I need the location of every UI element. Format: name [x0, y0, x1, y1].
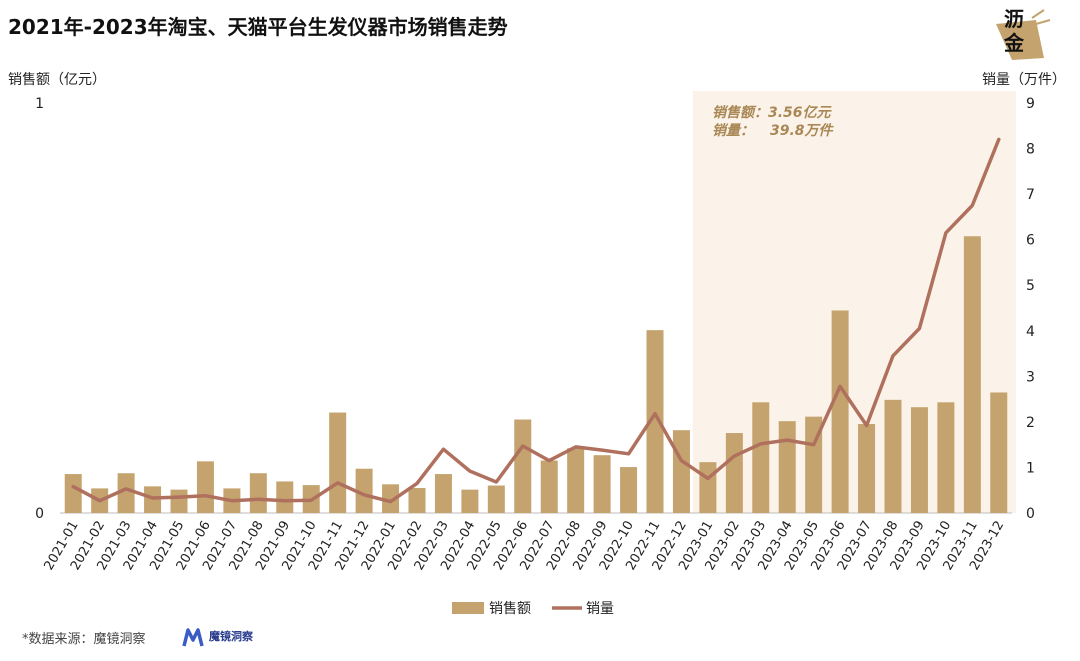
right-axis-tick: 4	[1026, 324, 1035, 340]
series-line-sales-volume	[71, 137, 1001, 504]
bar-sales	[382, 484, 400, 513]
bar-sales	[805, 416, 823, 513]
right-axis-tick: 0	[1026, 506, 1035, 522]
bar-sales	[778, 421, 796, 513]
logo-char: 沥	[1004, 7, 1024, 31]
bar-sales	[329, 412, 347, 513]
logo-shape	[996, 20, 1044, 60]
bar-sales	[461, 489, 479, 513]
left-axis-tick: 1	[35, 96, 44, 112]
bar-sales	[540, 460, 558, 513]
bar-sales	[117, 473, 135, 513]
bar-sales	[567, 448, 585, 513]
right-axis-tick: 2	[1026, 415, 1035, 431]
right-axis-title: 销量（万件）	[982, 72, 1066, 88]
bar-sales	[434, 474, 452, 513]
source-note: *数据来源：魔镜洞察	[22, 632, 146, 647]
bar-sales	[170, 489, 188, 513]
right-axis-tick: 5	[1026, 278, 1035, 294]
left-axis-title: 销售额（亿元）	[8, 72, 106, 88]
bar-sales	[64, 474, 82, 513]
right-axis-tick: 3	[1026, 369, 1035, 385]
bar-sales	[910, 407, 928, 513]
brand-logo: 魔镜洞察	[182, 628, 254, 647]
logo-ray	[1031, 9, 1045, 19]
right-axis-tick: 6	[1026, 233, 1035, 249]
legend-label-sales: 销售额	[489, 601, 531, 617]
legend: 销售额 销量	[452, 601, 614, 617]
bar-sales	[937, 402, 955, 513]
bar-sales	[196, 461, 214, 513]
bar-sales	[752, 402, 770, 513]
right-axis-tick: 8	[1026, 142, 1035, 158]
bar-sales	[725, 433, 743, 513]
bar-sales	[672, 430, 690, 513]
highlight-region-2023	[692, 91, 1016, 513]
legend-swatch-sales	[452, 602, 484, 614]
left-axis-tick: 0	[35, 506, 44, 522]
chart-title: 2021年-2023年淘宝、天猫平台生发仪器市场销售走势	[8, 15, 508, 39]
bar-sales	[487, 485, 505, 513]
brand-name: 魔镜洞察	[209, 629, 254, 643]
bar-sales	[276, 481, 294, 513]
bar-sales	[699, 462, 717, 513]
bar-sales	[990, 392, 1008, 513]
annotation-sales: 销售额：3.56亿元	[712, 104, 833, 121]
bar-sales	[249, 473, 267, 513]
bar-sales	[646, 330, 664, 513]
logo: 沥 金	[996, 7, 1051, 60]
bar-sales	[408, 487, 426, 513]
logo-char: 金	[1003, 31, 1025, 55]
bar-sales	[963, 236, 981, 513]
bar-sales	[620, 467, 638, 513]
annotation-volume-value: 39.8万件	[770, 122, 835, 139]
right-axis-tick: 1	[1026, 460, 1035, 476]
legend-label-volume: 销量	[586, 601, 614, 617]
annotation-volume-label: 销量：	[712, 122, 754, 139]
bar-sales	[858, 424, 876, 513]
logo-ray	[1035, 19, 1051, 25]
bar-sales	[514, 419, 532, 513]
bar-sales	[831, 310, 849, 513]
bar-sales	[593, 455, 611, 513]
right-axis-tick: 9	[1026, 96, 1035, 112]
bar-sales	[884, 399, 902, 513]
right-axis-tick: 7	[1026, 187, 1035, 203]
brand-mark-icon	[182, 628, 204, 647]
bar-sales	[355, 468, 373, 513]
annotation: 销售额：3.56亿元 销量： 39.8万件	[712, 104, 835, 139]
